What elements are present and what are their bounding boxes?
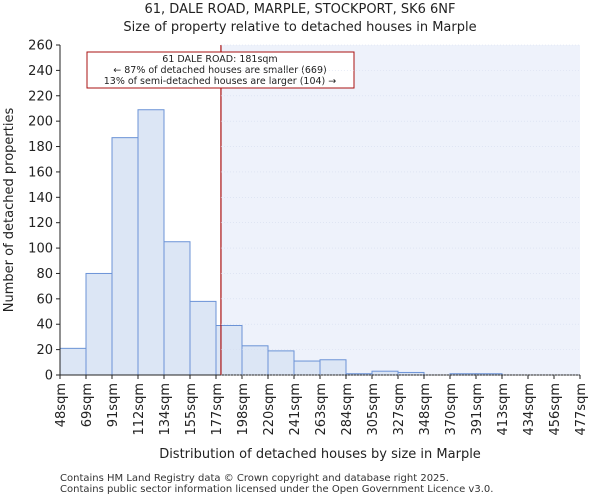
bar-112sqm [137,109,165,376]
bar-48sqm [59,347,87,376]
x-tick-label: 198sqm [236,383,251,436]
x-tick-label: 456sqm [548,383,563,436]
x-axis-label: Distribution of detached houses by size … [159,447,481,462]
bar-177sqm [215,325,243,376]
chart-title: 61, DALE ROAD, MARPLE, STOCKPORT, SK6 6N… [144,2,456,17]
x-tick-label: 348sqm [418,383,433,436]
y-tick-label: 20 [36,343,53,358]
x-tick-label: 477sqm [574,383,589,436]
highlight-region [220,45,580,375]
bar-263sqm [319,359,347,376]
chart-subtitle: Size of property relative to detached ho… [123,20,477,35]
x-tick-label: 413sqm [496,383,511,436]
y-tick-label: 240 [28,64,53,79]
x-tick-label: 91sqm [106,383,121,427]
x-tick-label: 370sqm [444,383,459,436]
x-axis: 48sqm 69sqm 91sqm 112sqm 134sqm 155sqm 177sqm 1… [54,374,589,436]
annotation-line-2: ← 87% of detached houses are smaller (66… [113,65,326,76]
y-tick-label: 260 [28,39,53,54]
annotation-line-3: 13% of semi-detached houses are larger (… [104,76,337,87]
y-axis: 0 20 40 60 80 100 120 140 160 180 200 220 240 260 [28,39,61,384]
y-tick-label: 220 [28,89,53,104]
y-tick-label: 40 [36,318,53,333]
y-tick-label: 180 [28,140,53,155]
x-tick-label: 112sqm [132,383,147,436]
y-tick-label: 100 [28,242,53,257]
y-tick-label: 0 [45,369,53,384]
x-tick-label: 327sqm [392,383,407,436]
annotation-border [86,51,355,89]
annotation-box: 61 DALE ROAD: 181sqm ← 87% of detached h… [86,51,355,89]
bar-69sqm [85,272,113,376]
x-tick-label: 155sqm [184,383,199,436]
y-tick-label: 140 [28,191,53,206]
bar-134sqm [163,241,191,376]
y-tick-label: 120 [28,216,53,231]
y-tick-label: 60 [36,292,53,307]
x-tick-label: 48sqm [54,383,69,427]
x-tick-label: 305sqm [366,383,381,436]
x-tick-label: 134sqm [158,383,173,436]
y-axis-label: Number of detached properties [2,108,17,313]
bar-305sqm [371,370,399,376]
y-tick-label: 160 [28,165,53,180]
x-tick-label: 220sqm [262,383,277,436]
y-tick-label: 200 [28,115,53,130]
x-tick-label: 391sqm [470,383,485,436]
x-tick-label: 263sqm [314,383,329,436]
x-tick-label: 177sqm [210,383,225,436]
x-tick-label: 69sqm [80,383,95,427]
x-tick-label: 434sqm [522,383,537,436]
bar-241sqm [293,360,321,376]
x-tick-label: 241sqm [288,383,303,436]
footer-line-1: Contains HM Land Registry data © Crown c… [60,473,449,484]
bar-91sqm [111,137,139,376]
footer-line-2: Contains public sector information licen… [60,484,494,495]
bar-155sqm [189,300,217,376]
x-tick-label: 284sqm [340,383,355,436]
annotation-line-1: 61 DALE ROAD: 181sqm [162,54,277,65]
bar-220sqm [267,350,295,376]
bars-group [59,109,503,376]
y-tick-label: 80 [36,267,53,282]
bar-198sqm [241,345,269,376]
